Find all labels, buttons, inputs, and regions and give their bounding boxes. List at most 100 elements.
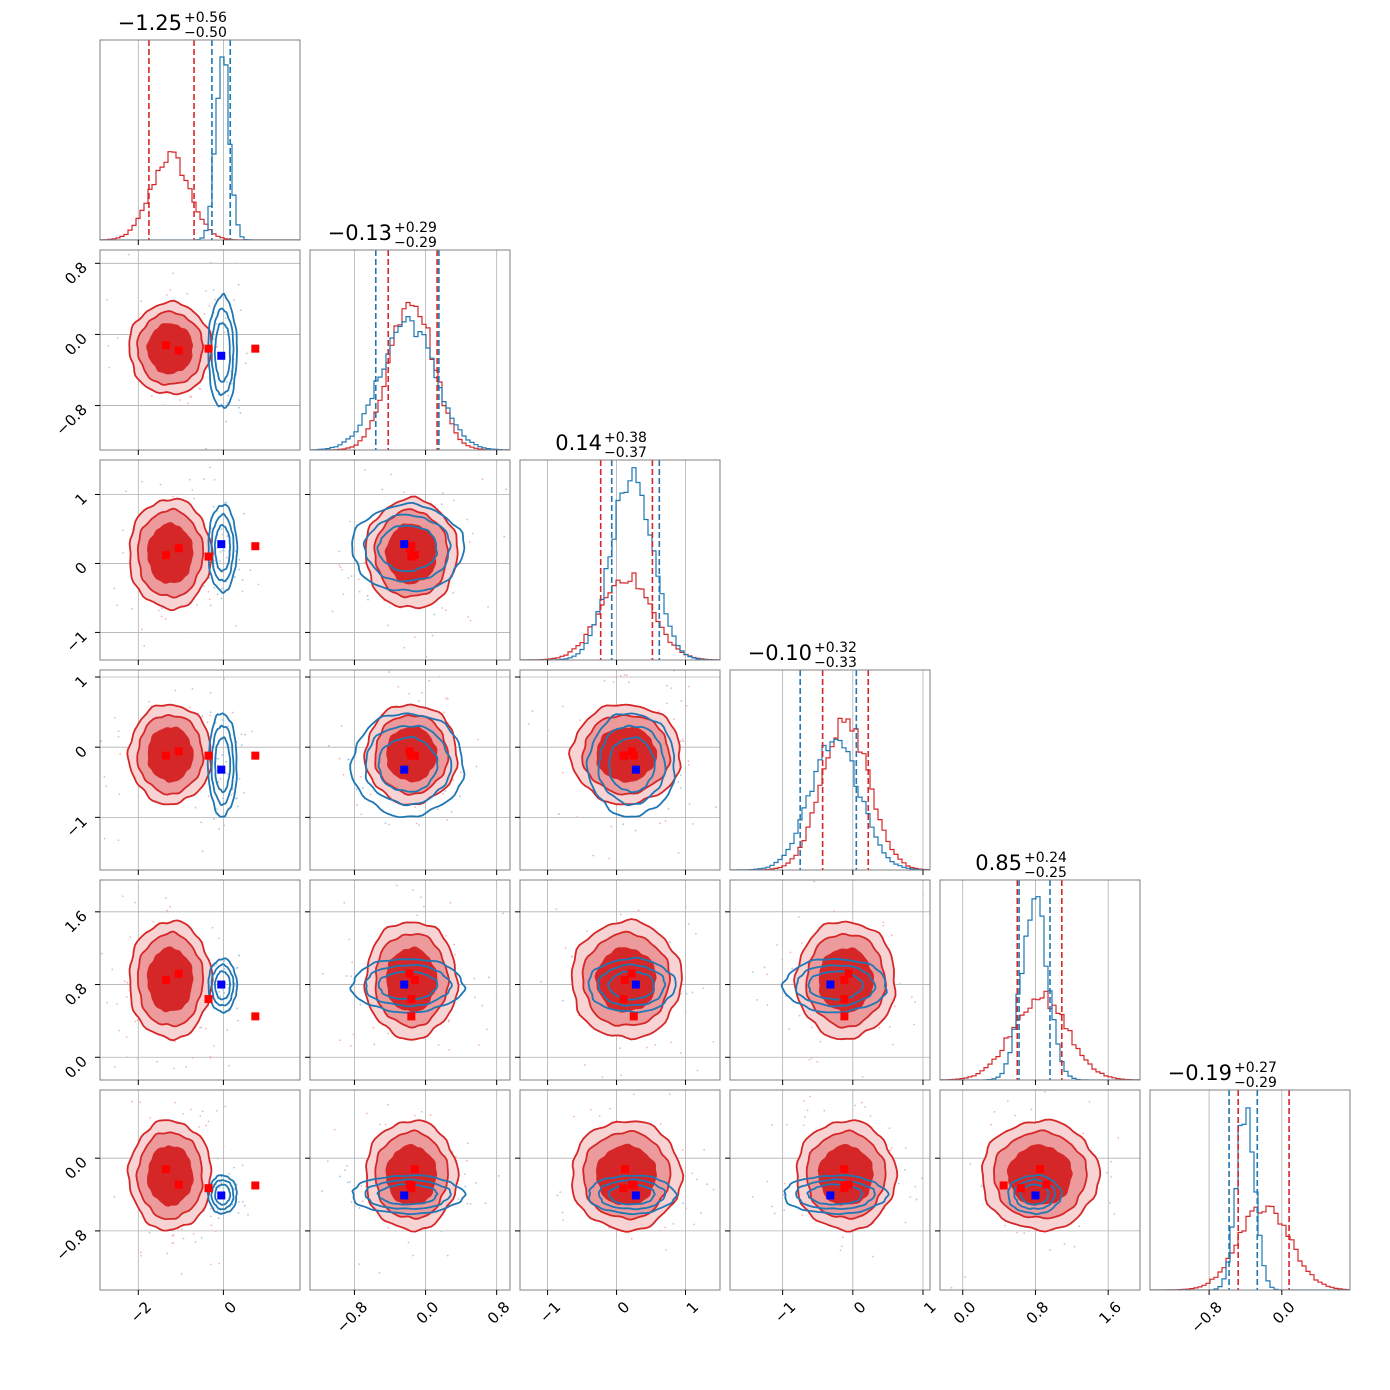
sample-dot <box>773 1212 776 1215</box>
sample-dot <box>238 568 240 571</box>
y-tick-label: −0.8 <box>52 401 90 439</box>
red-marker <box>407 552 416 561</box>
sample-dot <box>425 655 428 658</box>
sample-dot <box>206 721 209 724</box>
red-histogram <box>940 990 1140 1080</box>
sample-dot <box>369 793 372 796</box>
sample-dot <box>211 926 214 929</box>
sample-dot <box>693 1223 696 1226</box>
sample-dot <box>192 1233 195 1235</box>
sample-dot <box>186 292 189 295</box>
sample-dot <box>205 289 208 292</box>
sample-dot <box>471 532 474 535</box>
sample-dot <box>228 1064 230 1067</box>
sample-dot <box>646 1046 648 1049</box>
red-marker <box>174 1180 183 1189</box>
param-title-value: −0.10 <box>748 641 812 665</box>
sample-dot <box>360 1185 363 1187</box>
contour-panel <box>305 1088 511 1295</box>
sample-dot <box>201 850 204 853</box>
sample-dot <box>964 1275 967 1278</box>
sample-dot <box>687 923 690 925</box>
blue-histogram <box>940 896 1140 1080</box>
panel-frame <box>309 669 511 871</box>
sample-dot <box>367 443 369 445</box>
sample-dot <box>148 1231 151 1234</box>
param-title-plus: +0.38 <box>604 430 647 446</box>
sample-dot <box>722 783 724 785</box>
sample-dot <box>239 412 242 414</box>
sample-dot <box>82 982 84 984</box>
sample-dot <box>1108 1202 1111 1204</box>
sample-dot <box>539 981 542 983</box>
sample-dot <box>922 894 925 896</box>
sample-dot <box>788 1028 791 1030</box>
sample-dot <box>358 1207 361 1209</box>
red-marker <box>1016 1184 1025 1193</box>
sample-dot <box>222 1145 225 1148</box>
sample-dot <box>1004 1224 1007 1227</box>
sample-dot <box>381 488 384 491</box>
blue-contour <box>210 512 235 583</box>
sample-dot <box>1110 1176 1113 1178</box>
sample-dot <box>219 550 222 553</box>
param-title-plus: +0.29 <box>394 220 437 236</box>
sample-dot <box>245 352 248 355</box>
sample-dot <box>327 744 330 747</box>
sample-dot <box>210 1224 213 1227</box>
blue-contour <box>376 524 439 573</box>
sample-dot <box>441 793 444 795</box>
y-tick-label: −0.8 <box>52 1226 90 1264</box>
sample-dot <box>100 740 103 743</box>
y-tick-label: −1 <box>62 812 90 840</box>
sample-dot <box>1063 1242 1066 1245</box>
sample-dot <box>562 705 564 708</box>
sample-dot <box>864 1106 866 1108</box>
sample-dot <box>423 905 425 908</box>
sample-dot <box>776 944 779 946</box>
sample-dot <box>108 366 111 369</box>
blue-marker <box>400 980 409 989</box>
sample-dot <box>975 1221 977 1223</box>
sample-dot <box>809 1095 812 1098</box>
sample-dot <box>216 1157 219 1160</box>
sample-dot <box>784 1182 786 1185</box>
sample-dot <box>474 1181 477 1184</box>
sample-dot <box>249 569 252 572</box>
sample-dot <box>904 1221 907 1224</box>
blue-histogram <box>730 738 930 870</box>
sample-dot <box>679 740 682 743</box>
panel-frame <box>99 249 301 451</box>
sample-dot <box>125 996 128 998</box>
param-title-plus: +0.27 <box>1234 1060 1277 1076</box>
sample-dot <box>172 272 174 275</box>
sample-dot <box>200 821 203 824</box>
sample-dot <box>114 716 116 719</box>
red-marker <box>629 751 638 760</box>
panel-content <box>82 880 300 1080</box>
sample-dot <box>226 381 228 384</box>
sample-dot <box>481 1004 484 1007</box>
sample-dot <box>209 604 212 607</box>
sample-dot <box>1117 1137 1120 1139</box>
sample-dot <box>222 1187 225 1190</box>
sample-dot <box>1016 1231 1018 1234</box>
sample-dot <box>612 676 615 679</box>
sample-dot <box>363 562 365 564</box>
panel-content <box>940 1090 1140 1290</box>
sample-dot <box>338 550 341 553</box>
sample-dot <box>209 466 211 469</box>
sample-dot <box>122 552 125 554</box>
sample-dot <box>343 901 346 904</box>
sample-dot <box>789 951 792 954</box>
sample-dot <box>141 628 143 631</box>
sample-dot <box>691 1172 694 1175</box>
sample-dot <box>359 660 361 662</box>
blue-contour <box>210 724 235 807</box>
sample-dot <box>477 738 479 741</box>
red-marker <box>161 1165 170 1174</box>
sample-dot <box>357 578 360 581</box>
sample-dot <box>368 1088 370 1090</box>
sample-dot <box>237 283 240 286</box>
